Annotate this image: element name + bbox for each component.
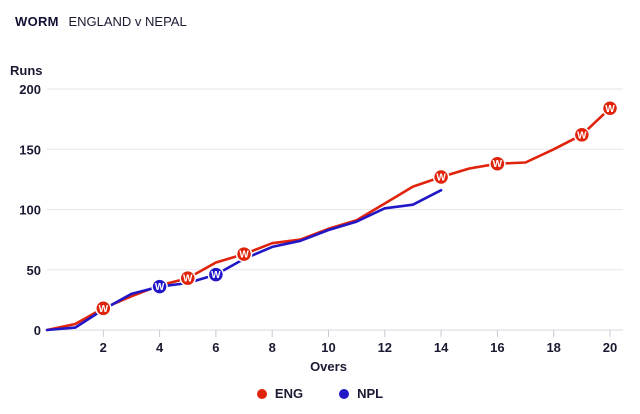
wicket-marker-label: W [493, 159, 503, 170]
x-tick-label: 14 [434, 340, 449, 355]
wicket-marker-circle [95, 300, 112, 317]
legend-label-eng: ENG [274, 386, 304, 401]
x-tick-label: 2 [100, 340, 107, 355]
x-tick-label: 16 [490, 340, 504, 355]
series-lines [45, 107, 612, 332]
grid-lines [47, 88, 623, 337]
x-axis-title: Overs [310, 359, 347, 374]
wicket-marker-label: W [577, 130, 587, 141]
wicket-marker-circle [235, 245, 253, 263]
wicket-marker-label: W [99, 304, 109, 315]
match-title: ENGLAND v NEPAL [68, 14, 187, 29]
x-tick-label: 10 [321, 340, 335, 355]
legend-item-eng[interactable]: ENG [256, 386, 304, 401]
x-tick-label: 6 [212, 340, 219, 355]
wicket-marker-circle [179, 269, 196, 287]
y-tick-label: 100 [19, 203, 41, 218]
x-tick-label: 12 [378, 340, 392, 355]
wicket-marker-eng: W [432, 168, 450, 186]
wicket-marker-eng: W [573, 126, 591, 144]
wicket-marker-eng: W [601, 100, 619, 117]
wicket-marker-eng: W [95, 300, 112, 317]
wicket-marker-circle [432, 168, 450, 186]
legend-label-npl: NPL [357, 386, 384, 401]
wicket-marker-npl: W [151, 278, 168, 295]
wicket-marker-npl: W [207, 266, 225, 283]
axes: 0 50 100 150 200 2 4 6 8 10 12 14 16 18 20 Runs Overs [10, 63, 617, 374]
legend-dot-eng [256, 388, 267, 399]
wicket-marker-eng: W [179, 269, 196, 287]
worm-label: WORM [15, 14, 59, 29]
y-tick-label: 0 [34, 323, 41, 338]
wicket-marker-circle [151, 278, 168, 295]
y-tick-label: 50 [27, 263, 41, 278]
wicket-marker-label: W [436, 172, 446, 183]
legend-item-npl[interactable]: NPL [339, 386, 383, 401]
wicket-marker-label: W [605, 104, 615, 115]
legend: ENG NPL [0, 386, 640, 401]
chart-header: WORM ENGLAND v NEPAL [15, 14, 187, 29]
wicket-marker-circle [573, 126, 591, 144]
wicket-marker-eng: W [235, 245, 253, 263]
wicket-marker-label: W [211, 270, 221, 281]
x-tick-label: 8 [269, 340, 276, 355]
wicket-marker-label: W [155, 282, 165, 293]
wicket-marker-label: W [183, 274, 193, 285]
x-tick-label: 4 [156, 340, 164, 355]
y-tick-label: 200 [19, 82, 41, 97]
series-line-eng [45, 107, 612, 332]
wicket-markers: W W W W W W W W W [95, 100, 619, 317]
wicket-marker-eng: W [489, 155, 506, 172]
x-tick-label: 20 [603, 340, 617, 355]
wicket-marker-circle [601, 100, 619, 117]
wicket-marker-label: W [239, 250, 249, 261]
y-axis-title: Runs [10, 63, 43, 78]
x-tick-label: 18 [546, 340, 560, 355]
legend-dot-npl [339, 388, 350, 399]
wicket-marker-circle [489, 155, 506, 172]
y-tick-label: 150 [19, 142, 41, 157]
wicket-marker-circle [207, 266, 225, 283]
